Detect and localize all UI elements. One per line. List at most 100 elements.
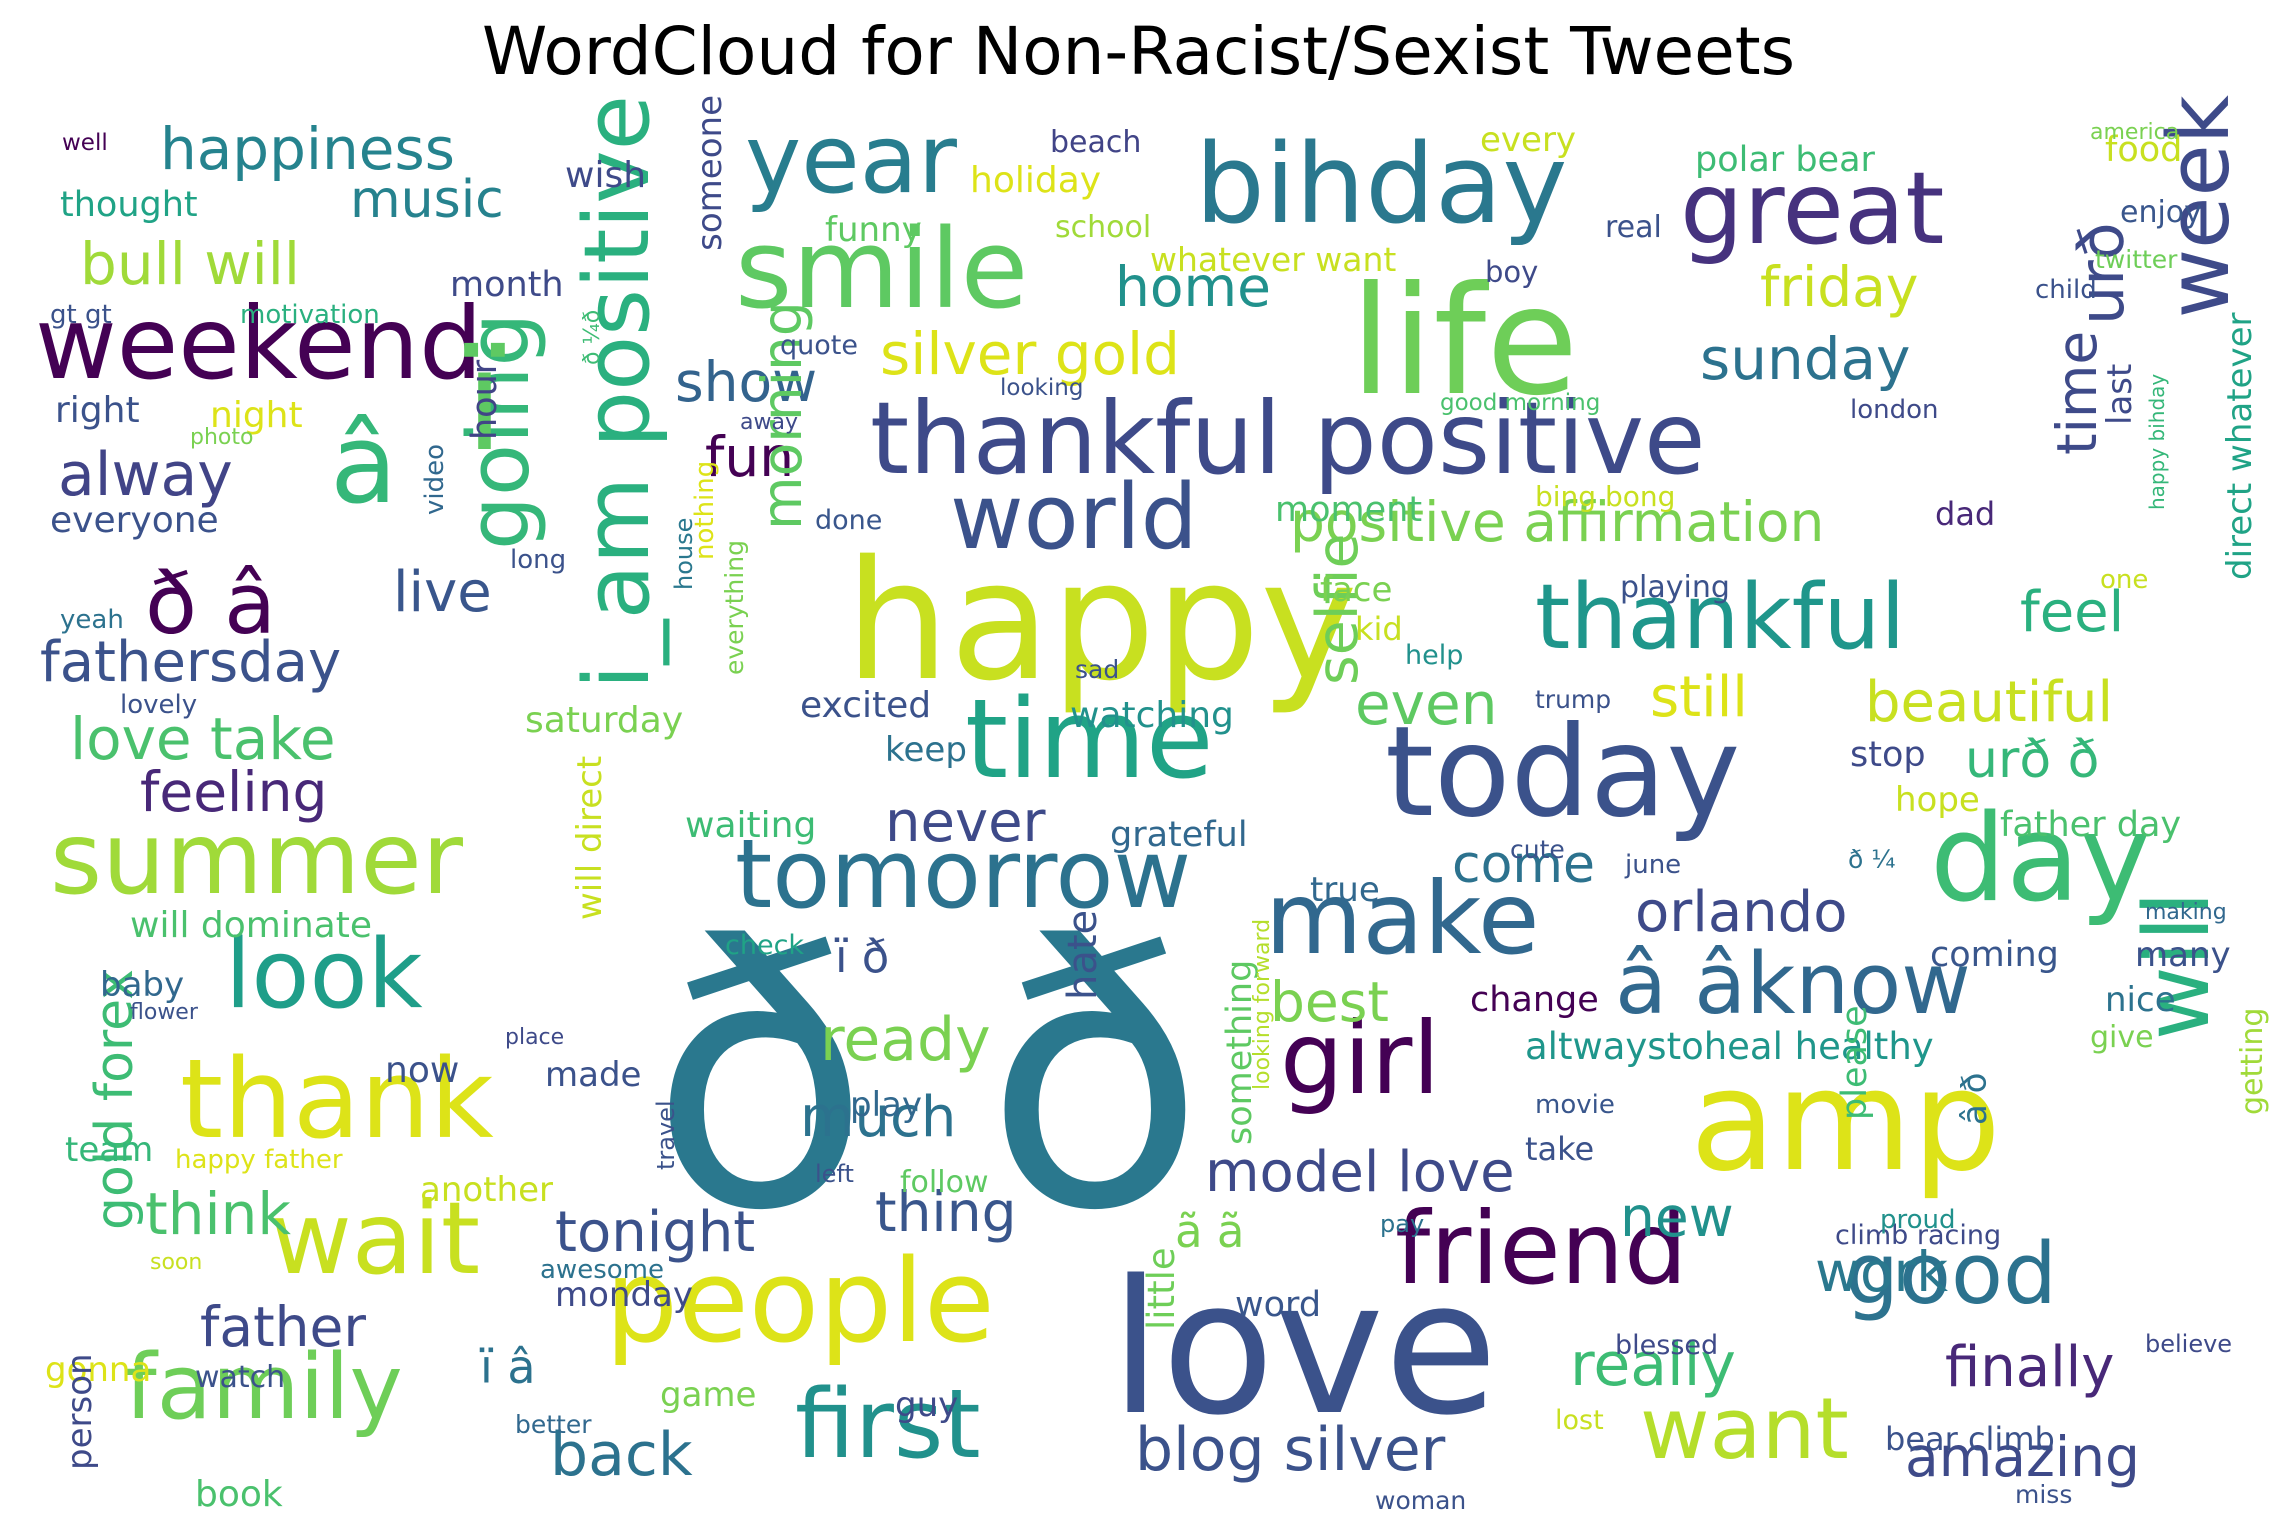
cloud-word: much xyxy=(800,1085,956,1150)
cloud-word: ð ¼ð xyxy=(580,310,605,365)
cloud-word: will direct xyxy=(570,756,610,920)
cloud-word: every xyxy=(1480,120,1576,160)
cloud-word: never xyxy=(885,790,1047,855)
cloud-word: long xyxy=(510,545,566,575)
cloud-word: life xyxy=(1350,255,1578,429)
cloud-word: altwaystoheal healthy xyxy=(1525,1025,1934,1068)
cloud-word: time xyxy=(965,675,1214,803)
cloud-word: school xyxy=(1055,210,1151,245)
cloud-word: urð ð xyxy=(1965,730,2100,790)
cloud-word: summer xyxy=(50,800,464,917)
cloud-word: beautiful xyxy=(1865,670,2113,735)
cloud-word: video xyxy=(420,444,450,515)
cloud-word: silver gold xyxy=(880,320,1180,388)
cloud-word: direct whatever xyxy=(2220,313,2260,580)
cloud-word: bull will xyxy=(80,230,300,298)
cloud-word: sunday xyxy=(1700,325,1910,393)
cloud-word: monday xyxy=(555,1275,693,1315)
cloud-word: lovely xyxy=(120,690,197,720)
cloud-word: still xyxy=(1650,665,1748,730)
cloud-word: place xyxy=(505,1025,564,1050)
cloud-word: house xyxy=(670,518,698,590)
cloud-word: fathersday xyxy=(40,630,341,695)
cloud-word: love xyxy=(1110,1240,1498,1456)
cloud-word: hour xyxy=(465,359,505,440)
cloud-word: check xyxy=(725,930,804,961)
cloud-word: yeah xyxy=(60,605,124,635)
cloud-word: blessed xyxy=(1615,1330,1718,1361)
cloud-word: happy xyxy=(845,525,1358,717)
cloud-word: well xyxy=(62,130,108,156)
cloud-word: year xyxy=(745,105,958,215)
cloud-word: holiday xyxy=(970,160,1101,201)
cloud-word: june xyxy=(1624,850,1681,880)
cloud-word: moment xyxy=(1275,490,1422,530)
cloud-word: happiness xyxy=(160,115,455,183)
cloud-word: weekend xyxy=(35,285,483,402)
cloud-word: book xyxy=(195,1474,283,1515)
cloud-word: tomorrow xyxy=(735,820,1191,930)
cloud-word: boy xyxy=(1485,255,1538,289)
cloud-word: lost xyxy=(1555,1405,1604,1436)
cloud-word: person xyxy=(60,1353,100,1470)
cloud-word: watch xyxy=(195,1360,285,1395)
cloud-word: kid xyxy=(1355,610,1403,648)
cloud-word: come xyxy=(1452,835,1595,895)
cloud-word: food xyxy=(2105,130,2182,170)
cloud-word: motivation xyxy=(240,300,380,330)
cloud-word: excited xyxy=(800,685,931,726)
cloud-word: ï â xyxy=(479,1340,536,1394)
cloud-word: thing xyxy=(875,1180,1016,1244)
cloud-word: show xyxy=(675,350,817,414)
cloud-word: look xyxy=(225,920,423,1030)
cloud-word: america xyxy=(2090,120,2179,145)
cloud-word: fun xyxy=(705,425,794,489)
cloud-word: i_am positive xyxy=(565,95,670,689)
cloud-word: thought xyxy=(60,185,198,225)
cloud-word: live xyxy=(393,560,492,625)
cloud-word: home xyxy=(1115,255,1271,319)
cloud-word: model love xyxy=(1205,1140,1515,1205)
cloud-word: even xyxy=(1355,670,1497,738)
page-title: WordCloud for Non-Racist/Sexist Tweets xyxy=(481,13,1796,90)
cloud-word: ã ã xyxy=(1175,1205,1244,1258)
cloud-word: hate xyxy=(1060,910,1106,1000)
cloud-word: photo xyxy=(190,425,253,450)
cloud-word: dad xyxy=(1935,495,1995,533)
cloud-word: work xyxy=(1815,1240,1948,1304)
cloud-word: polar bear xyxy=(1695,140,1876,180)
cloud-word: bihday xyxy=(1195,120,1567,248)
cloud-word: beach xyxy=(1050,125,1141,160)
cloud-word: last xyxy=(2100,364,2140,425)
cloud-word: making xyxy=(2145,900,2227,925)
cloud-word: best xyxy=(1270,970,1389,1034)
cloud-word: give xyxy=(2090,1020,2154,1055)
cloud-word: happy father xyxy=(175,1145,343,1175)
cloud-word: soon xyxy=(150,1250,202,1275)
cloud-word: game xyxy=(660,1375,756,1415)
cloud-word: right xyxy=(55,390,140,431)
cloud-word: tonight xyxy=(555,1200,755,1265)
cloud-word: ready xyxy=(820,1005,991,1075)
cloud-word: child xyxy=(2035,275,2097,305)
cloud-word: friend xyxy=(1395,1190,1687,1307)
cloud-word: ð ð xyxy=(650,870,1205,1289)
cloud-word: â xyxy=(330,400,397,528)
cloud-word: finally xyxy=(1945,1335,2114,1400)
cloud-word: word xyxy=(1235,1285,1321,1325)
cloud-word: new xyxy=(1620,1185,1734,1249)
cloud-word: twitter xyxy=(2095,245,2178,274)
cloud-word: woman xyxy=(1375,1486,1466,1515)
cloud-word: guy xyxy=(895,1385,958,1425)
cloud-word: day xyxy=(1930,790,2151,929)
cloud-word: bear climb xyxy=(1885,1420,2055,1458)
cloud-word: think xyxy=(145,1180,291,1248)
cloud-word: alway xyxy=(58,440,233,510)
cloud-word: grateful xyxy=(1110,815,1248,855)
cloud-word: selfie xyxy=(1305,533,1371,685)
cloud-word: pay xyxy=(1380,1210,1424,1238)
cloud-word: please xyxy=(1835,1005,1875,1120)
cloud-word: ï xyxy=(464,320,505,483)
cloud-word: good xyxy=(1845,1225,2057,1324)
